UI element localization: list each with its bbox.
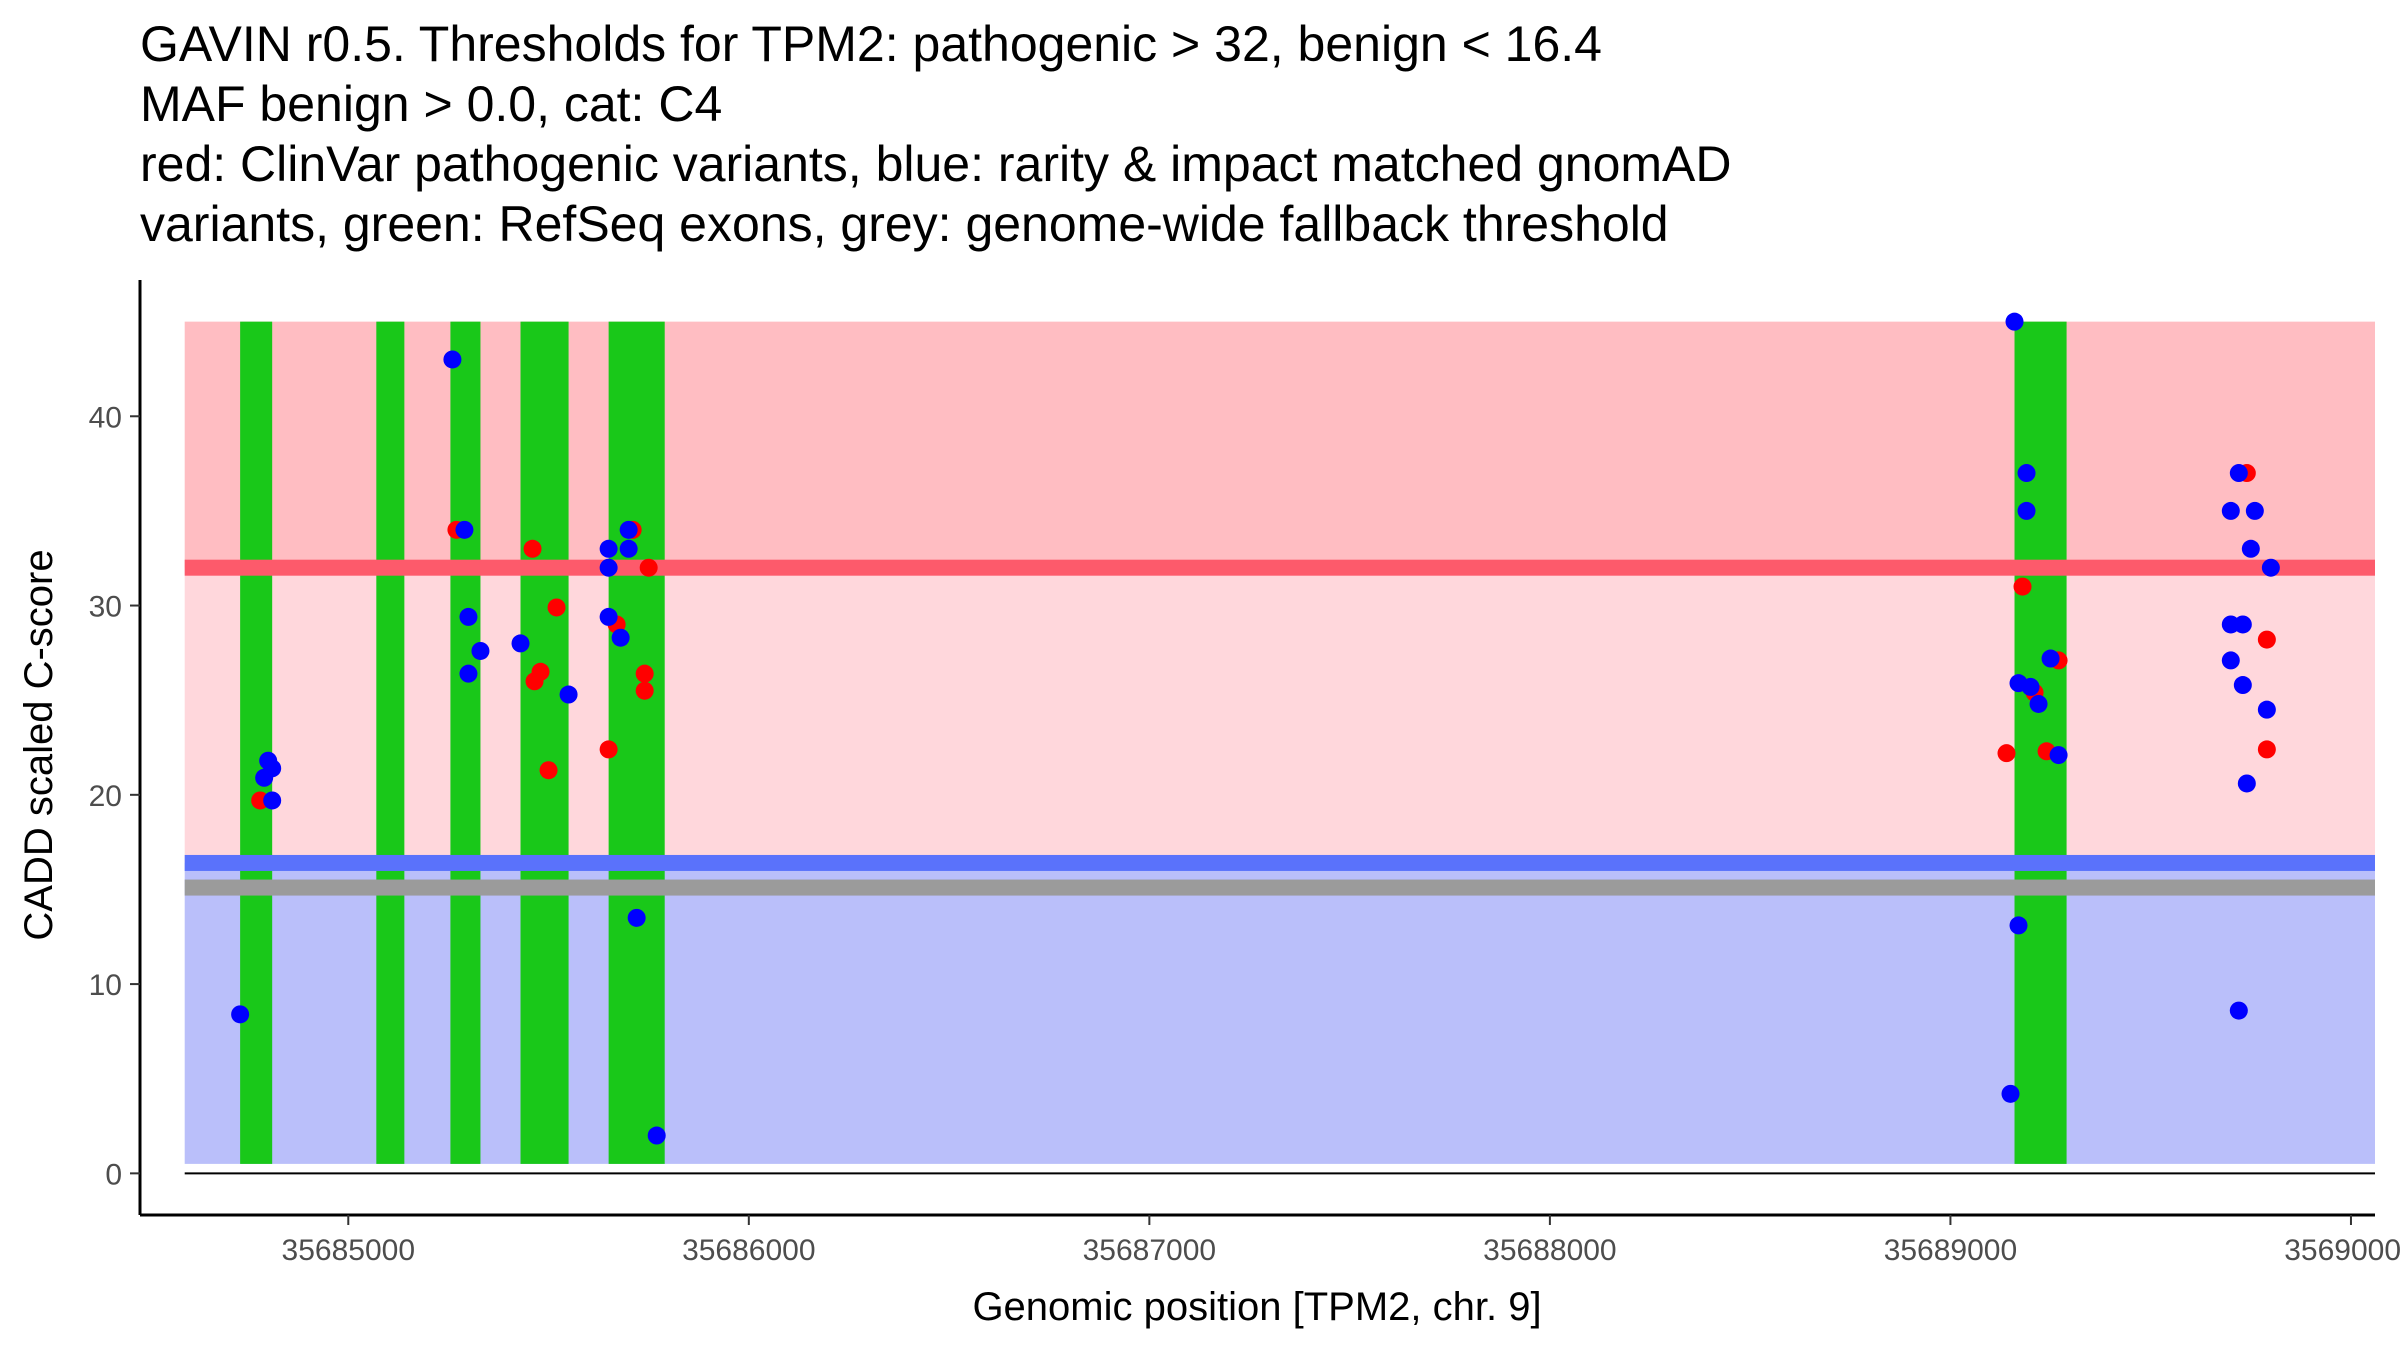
clinvar-point-6 [539,761,558,780]
x-tick-label: 35687000 [1083,1234,1216,1267]
exon-bar-4 [520,321,569,1164]
x-tick-label: 35685000 [282,1234,415,1267]
gnomad-point-6 [443,350,462,369]
gnomad-point-5 [263,791,282,810]
exon-bar-5 [608,321,665,1164]
exon-bar-2 [376,321,405,1164]
y-tick-label: 30 [89,591,122,624]
title-line-2: MAF benign > 0.0, cat: C4 [140,76,723,132]
gnomad-point-30 [2049,746,2068,765]
x-tick-label: 35688000 [1483,1234,1616,1267]
y-tick-label: 20 [89,780,122,813]
variant-points [231,312,2280,1145]
gnomad-point-10 [471,641,490,660]
gnomad-point-36 [2233,615,2252,634]
pathogenic-threshold-line [184,559,2375,576]
gnomad-point-13 [599,539,618,558]
clinvar-point-20 [2257,630,2276,649]
clinvar-point-5 [531,662,550,681]
chart-title: GAVIN r0.5. Thresholds for TPM2: pathoge… [140,14,2380,254]
x-tick-label: 35686000 [682,1234,815,1267]
x-tick-label: 35690000 [2284,1234,2400,1267]
clinvar-point-3 [523,539,542,558]
clinvar-point-13 [639,558,658,577]
gnomad-point-28 [2029,694,2048,713]
benign-threshold-line [184,854,2375,871]
fallback-threshold-line [184,879,2375,896]
clinvar-point-14 [1997,744,2016,763]
gnomad-point-11 [511,634,530,653]
gnomad-point-24 [2009,916,2028,935]
gnomad-point-9 [459,664,478,683]
gnomad-point-31 [2221,501,2240,520]
gnomad-point-4 [263,759,282,778]
gnomad-point-8 [459,607,478,626]
gnomad-point-20 [647,1126,666,1145]
gnomad-point-18 [619,520,638,539]
gnomad-point-19 [627,908,646,927]
clinvar-point-15 [2013,577,2032,596]
gnomad-point-21 [2001,1084,2020,1103]
gnomad-point-15 [599,607,618,626]
gnomad-point-25 [2017,464,2036,483]
gnomad-point-39 [2241,539,2260,558]
x-axis-label: Genomic position [TPM2, chr. 9] [972,1285,1541,1329]
exon-bar-6 [2014,321,2067,1164]
y-tick-label: 10 [89,969,122,1002]
gnomad-point-41 [2257,700,2276,719]
clinvar-point-8 [599,740,618,759]
gnomad-point-38 [2237,774,2256,793]
gnomad-point-42 [2261,558,2280,577]
gnomad-point-40 [2245,501,2264,520]
gnomad-point-12 [559,685,578,704]
title-line-3: red: ClinVar pathogenic variants, blue: … [140,136,1732,192]
gnomad-point-16 [611,628,630,647]
gnomad-point-7 [455,520,474,539]
gnomad-point-14 [599,558,618,577]
gnomad-point-33 [2221,651,2240,670]
y-tick-label: 40 [89,401,122,434]
clinvar-point-11 [635,664,654,683]
y-tick-label: 0 [105,1158,122,1191]
threshold-lines [184,559,2375,896]
x-tick-label: 35689000 [1884,1234,2017,1267]
exon-bars [240,321,2067,1164]
gnomad-point-37 [2233,676,2252,695]
gnomad-point-22 [2005,312,2024,331]
title-line-4: variants, green: RefSeq exons, grey: gen… [140,196,1669,252]
exon-bar-3 [450,321,481,1164]
gnomad-point-34 [2229,464,2248,483]
gnomad-point-35 [2229,1001,2248,1020]
clinvar-point-21 [2257,740,2276,759]
gnomad-point-29 [2041,649,2060,668]
clinvar-point-12 [635,681,654,700]
gnomad-point-27 [2021,677,2040,696]
clinvar-point-7 [547,598,566,617]
axes: 0 10 20 30 40 35685000 35686000 35687000 3568800… [89,280,2400,1267]
gnomad-point-1 [231,1005,250,1024]
gnomad-point-26 [2017,501,2036,520]
exon-bar-1 [240,321,273,1164]
y-axis-label: CADD scaled C-score [17,549,61,940]
gnomad-point-17 [619,539,638,558]
title-line-1: GAVIN r0.5. Thresholds for TPM2: pathoge… [140,16,1602,72]
